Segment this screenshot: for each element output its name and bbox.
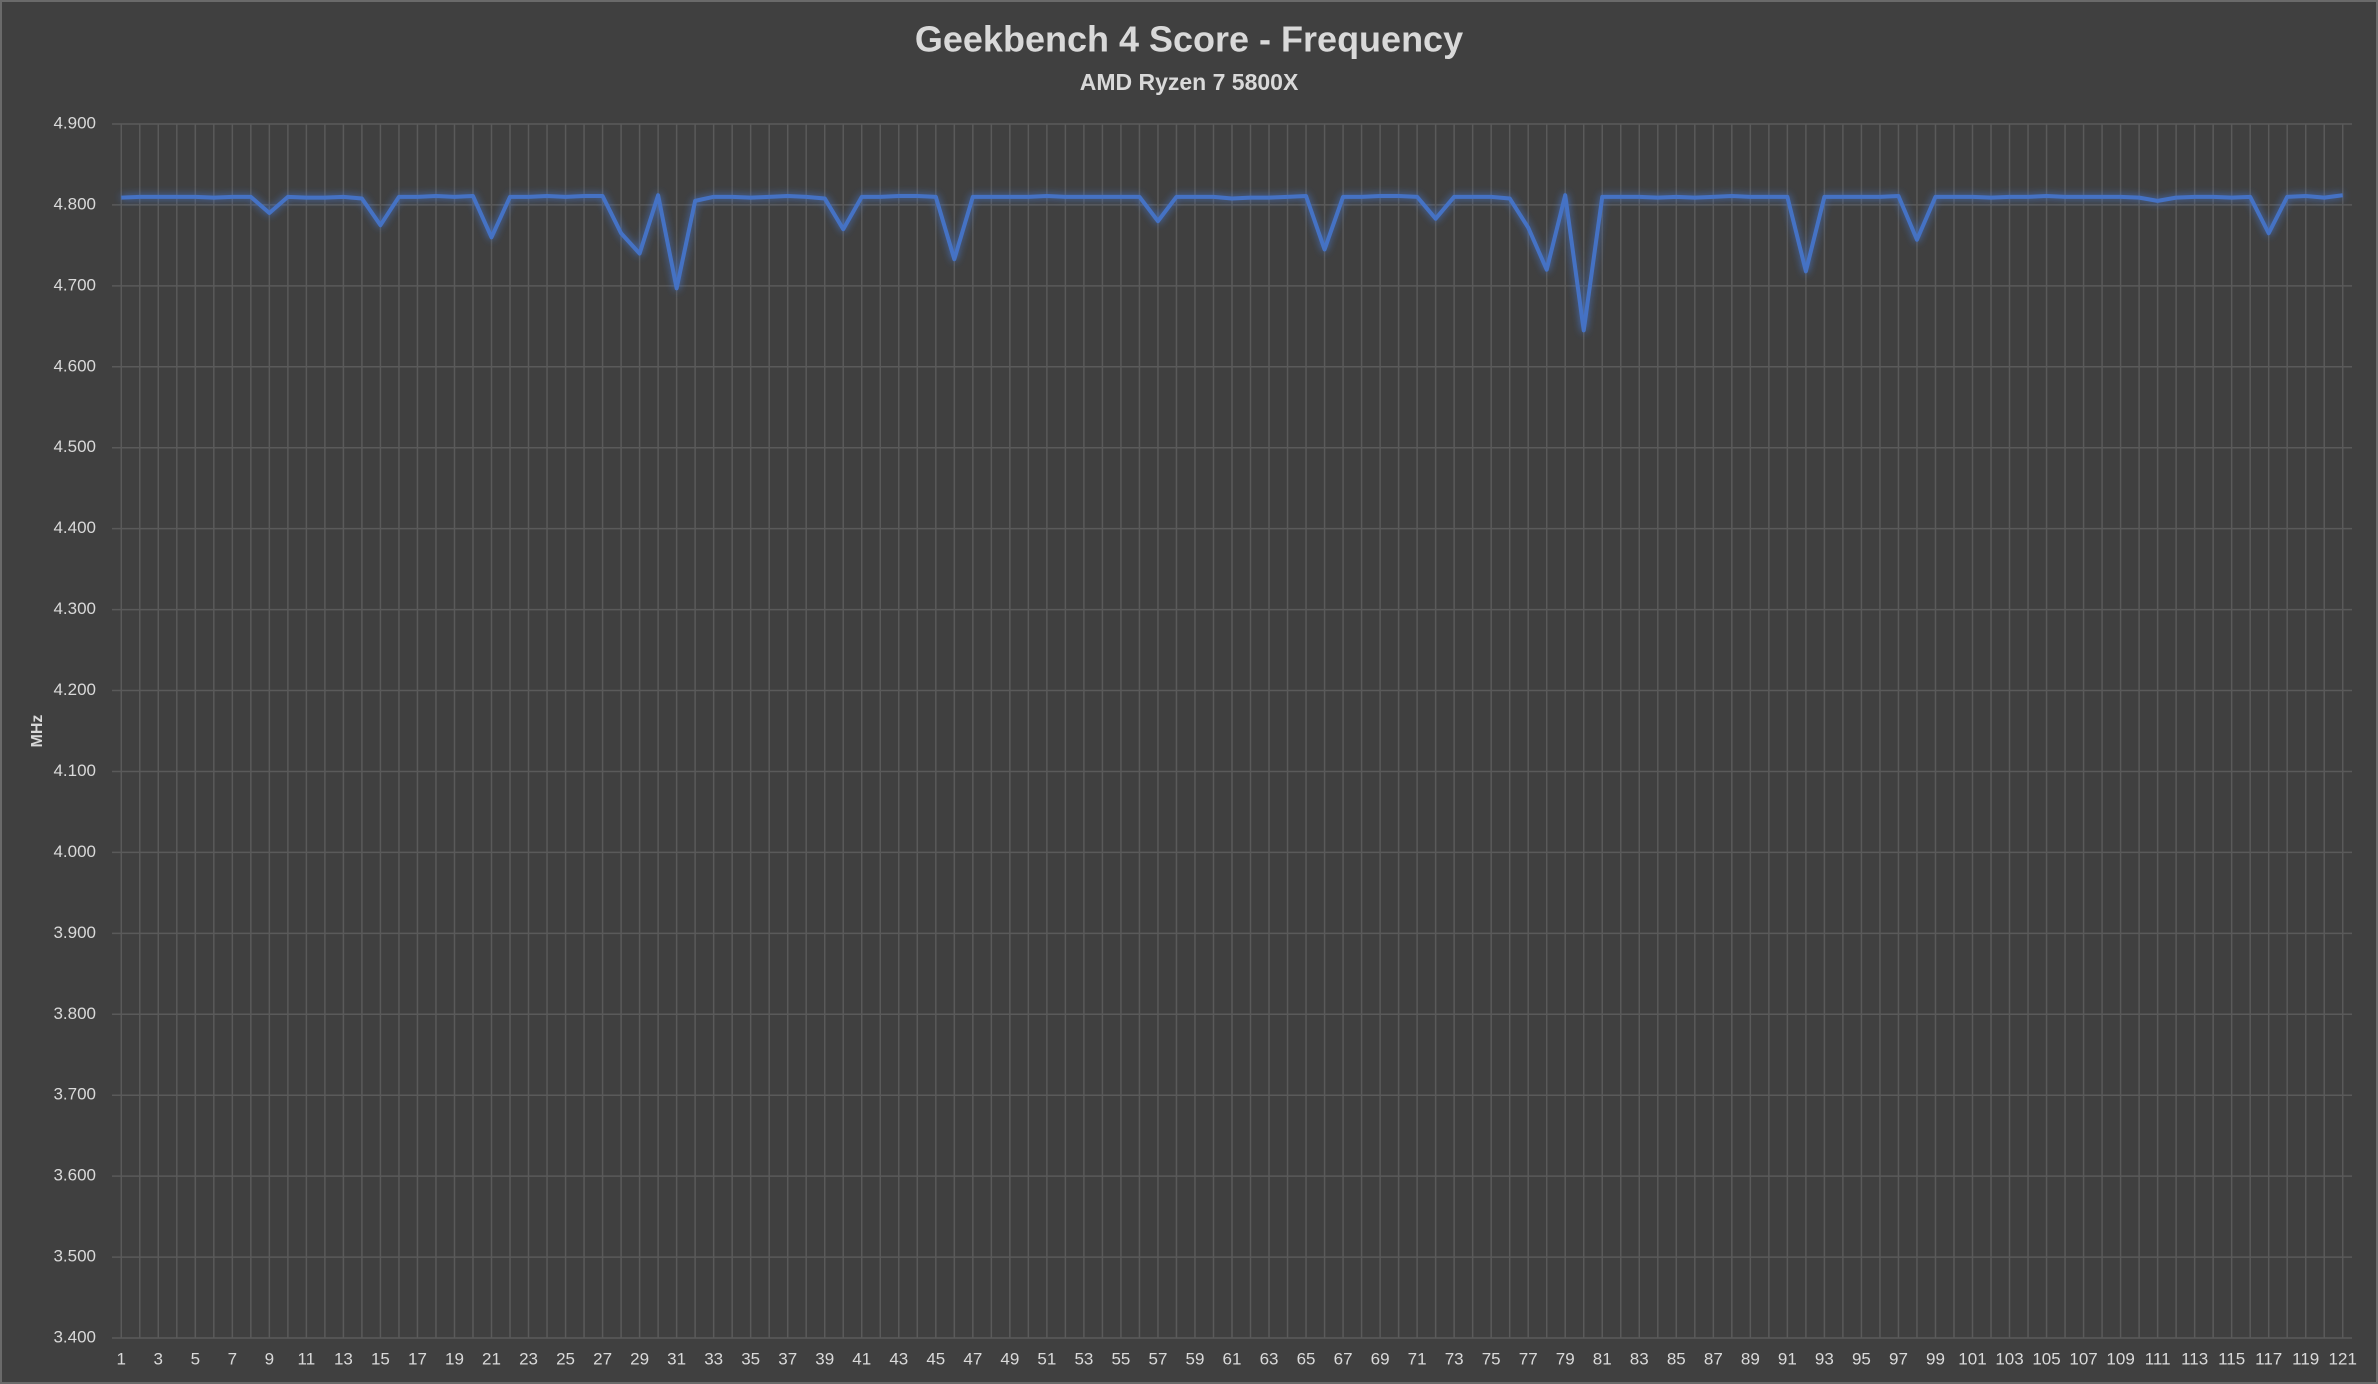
x-tick-label: 85 <box>1667 1349 1686 1368</box>
x-tick-label: 87 <box>1704 1349 1723 1368</box>
x-tick-label: 101 <box>1958 1349 1986 1368</box>
x-tick-label: 63 <box>1260 1349 1279 1368</box>
x-tick-label: 47 <box>963 1349 982 1368</box>
x-tick-label: 17 <box>408 1349 427 1368</box>
x-tick-label: 61 <box>1223 1349 1242 1368</box>
x-tick-label: 53 <box>1074 1349 1093 1368</box>
x-tick-label: 15 <box>371 1349 390 1368</box>
x-tick-label: 21 <box>482 1349 501 1368</box>
x-tick-label: 3 <box>154 1349 163 1368</box>
x-tick-label: 65 <box>1297 1349 1316 1368</box>
x-tick-label: 75 <box>1482 1349 1501 1368</box>
x-tick-label: 23 <box>519 1349 538 1368</box>
x-tick-label: 13 <box>334 1349 353 1368</box>
x-tick-label: 25 <box>556 1349 575 1368</box>
x-tick-label: 29 <box>630 1349 649 1368</box>
x-tick-label: 77 <box>1519 1349 1538 1368</box>
x-tick-label: 1 <box>117 1349 126 1368</box>
x-tick-label: 105 <box>2032 1349 2060 1368</box>
x-tick-label: 99 <box>1926 1349 1945 1368</box>
x-tick-label: 51 <box>1037 1349 1056 1368</box>
y-tick-label: 4.600 <box>53 356 96 375</box>
x-tick-label: 31 <box>667 1349 686 1368</box>
x-tick-label: 89 <box>1741 1349 1760 1368</box>
x-tick-label: 121 <box>2329 1349 2357 1368</box>
y-tick-label: 3.500 <box>53 1247 96 1266</box>
x-tick-label: 117 <box>2255 1349 2282 1368</box>
x-tick-label: 11 <box>298 1349 316 1368</box>
x-tick-label: 41 <box>852 1349 871 1368</box>
x-tick-label: 55 <box>1111 1349 1130 1368</box>
y-tick-label: 3.700 <box>53 1085 96 1104</box>
x-tick-label: 109 <box>2106 1349 2134 1368</box>
x-tick-label: 91 <box>1778 1349 1797 1368</box>
x-tick-label: 45 <box>926 1349 945 1368</box>
x-tick-label: 27 <box>593 1349 612 1368</box>
x-tick-label: 97 <box>1889 1349 1908 1368</box>
series-line <box>121 193 2344 333</box>
x-tick-label: 79 <box>1556 1349 1575 1368</box>
chart-title: Geekbench 4 Score - Frequency <box>915 19 1463 60</box>
x-tick-label: 49 <box>1000 1349 1019 1368</box>
y-tick-label: 3.600 <box>53 1166 96 1185</box>
x-tick-label: 7 <box>228 1349 237 1368</box>
x-tick-label: 95 <box>1852 1349 1871 1368</box>
y-tick-label: 4.000 <box>53 842 96 861</box>
x-tick-label: 35 <box>741 1349 760 1368</box>
x-tick-label: 9 <box>265 1349 274 1368</box>
y-tick-label: 3.800 <box>53 1004 96 1023</box>
y-tick-label: 3.900 <box>53 923 96 942</box>
chart-subtitle: AMD Ryzen 7 5800X <box>1080 69 1299 95</box>
y-tick-label: 4.300 <box>53 599 96 618</box>
x-tick-label: 57 <box>1148 1349 1167 1368</box>
x-tick-label: 113 <box>2181 1349 2208 1368</box>
y-tick-label: 4.100 <box>53 761 96 780</box>
y-tick-label: 4.800 <box>53 194 96 213</box>
x-tick-label: 83 <box>1630 1349 1649 1368</box>
y-tick-label: 4.700 <box>53 275 96 294</box>
x-tick-label: 5 <box>191 1349 200 1368</box>
y-tick-label: 4.500 <box>53 437 96 456</box>
x-tick-label: 19 <box>445 1349 464 1368</box>
x-tick-label: 33 <box>704 1349 723 1368</box>
x-tick-label: 71 <box>1408 1349 1427 1368</box>
x-tick-label: 43 <box>889 1349 908 1368</box>
x-tick-label: 115 <box>2218 1349 2245 1368</box>
y-tick-label: 4.200 <box>53 680 96 699</box>
x-tick-label: 39 <box>815 1349 834 1368</box>
y-axis-label: MHz <box>29 715 46 748</box>
y-tick-label: 4.900 <box>53 113 96 132</box>
x-tick-label: 59 <box>1186 1349 1205 1368</box>
x-tick-label: 93 <box>1815 1349 1834 1368</box>
x-tick-label: 69 <box>1371 1349 1390 1368</box>
x-tick-label: 107 <box>2069 1349 2097 1368</box>
x-tick-label: 37 <box>778 1349 797 1368</box>
x-tick-label: 67 <box>1334 1349 1353 1368</box>
x-tick-label: 103 <box>1995 1349 2023 1368</box>
y-tick-label: 4.400 <box>53 518 96 537</box>
x-tick-label: 81 <box>1593 1349 1612 1368</box>
x-tick-label: 119 <box>2292 1349 2319 1368</box>
x-tick-label: 111 <box>2145 1349 2171 1368</box>
y-tick-label: 3.400 <box>53 1327 96 1346</box>
x-tick-label: 73 <box>1445 1349 1464 1368</box>
